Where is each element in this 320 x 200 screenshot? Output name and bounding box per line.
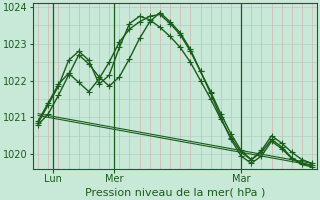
X-axis label: Pression niveau de la mer( hPa ): Pression niveau de la mer( hPa ) — [85, 187, 265, 197]
